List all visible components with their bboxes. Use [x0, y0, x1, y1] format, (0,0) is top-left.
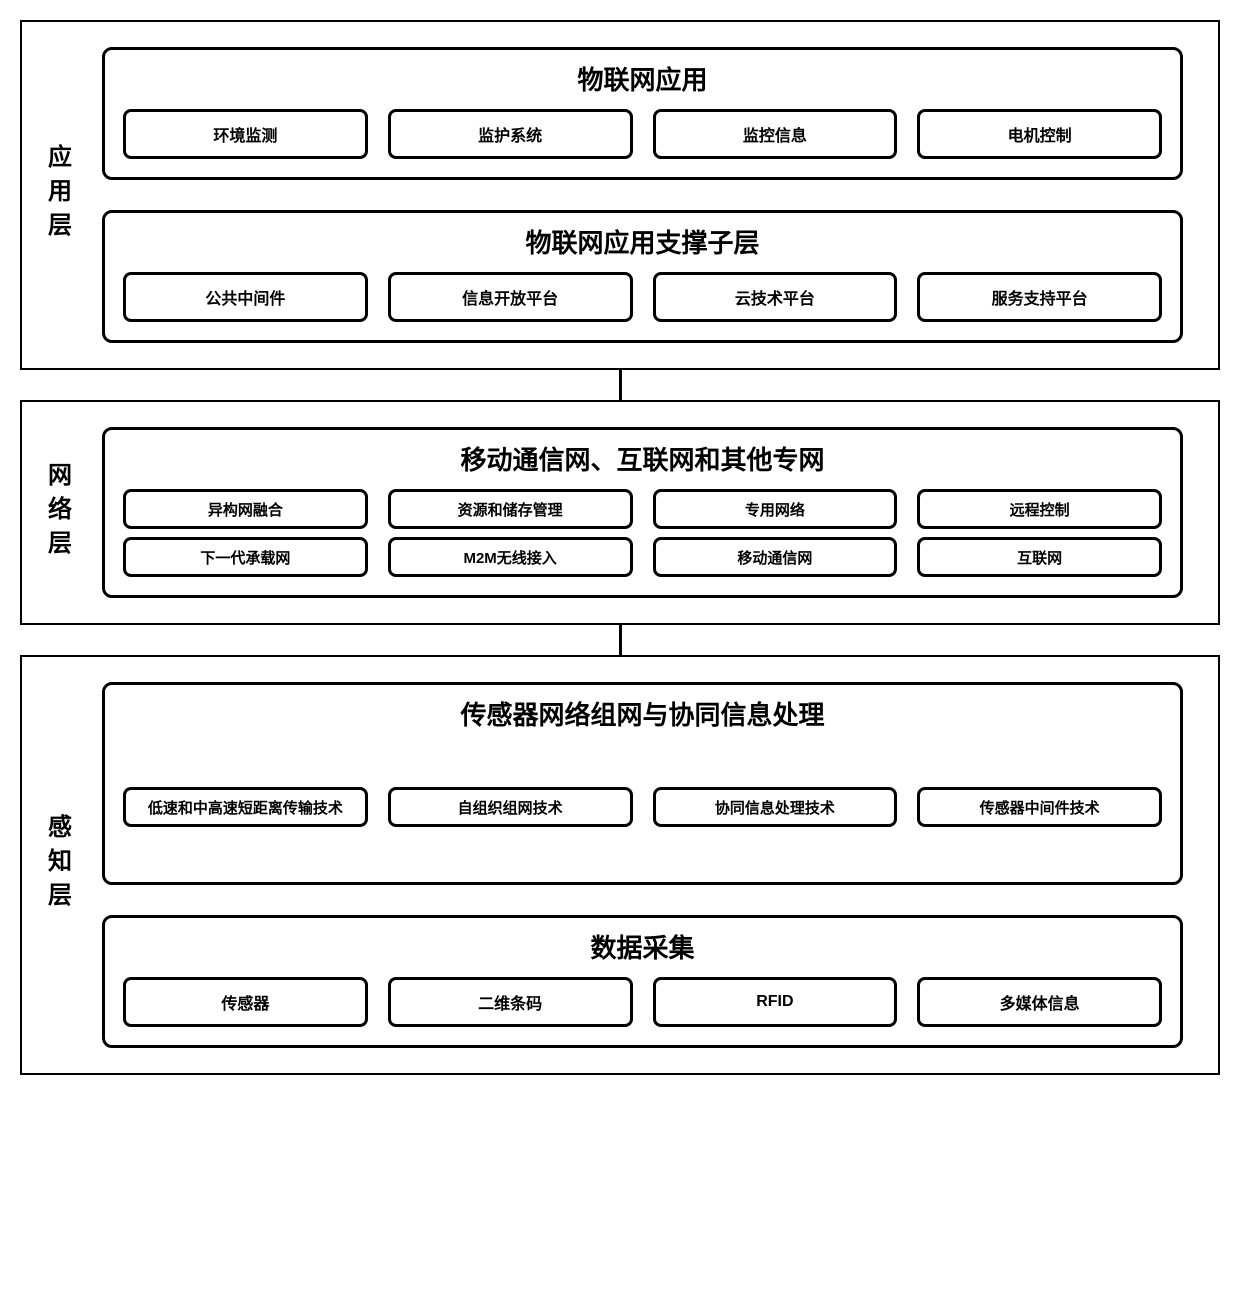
item-next-gen-bearer: 下一代承载网 [123, 537, 368, 577]
items-row: 传感器 二维条码 RFID 多媒体信息 [123, 977, 1162, 1027]
item-internet: 互联网 [917, 537, 1162, 577]
layer-perception: 感知层 传感器网络组网与协同信息处理 低速和中高速短距离传输技术 自组织组网技术… [20, 655, 1220, 1075]
group-iot-support-sublayer: 物联网应用支撑子层 公共中间件 信息开放平台 云技术平台 服务支持平台 [102, 210, 1183, 343]
layer-application: 应用层 物联网应用 环境监测 监护系统 监控信息 电机控制 物联网应用支撑子层 … [20, 20, 1220, 370]
layer-label: 应用层 [22, 22, 92, 368]
item-coop-info-proc: 协同信息处理技术 [653, 787, 898, 827]
item-heterogeneous-fusion: 异构网融合 [123, 489, 368, 529]
items-row: 公共中间件 信息开放平台 云技术平台 服务支持平台 [123, 272, 1162, 322]
group-title: 移动通信网、互联网和其他专网 [123, 440, 1162, 477]
item-cloud-platform: 云技术平台 [653, 272, 898, 322]
layer-content: 传感器网络组网与协同信息处理 低速和中高速短距离传输技术 自组织组网技术 协同信… [92, 657, 1218, 1073]
item-monitor-info: 监控信息 [653, 109, 898, 159]
item-guardian-system: 监护系统 [388, 109, 633, 159]
item-rfid: RFID [653, 977, 898, 1027]
layer-network: 网络层 移动通信网、互联网和其他专网 异构网融合 资源和储存管理 专用网络 远程… [20, 400, 1220, 625]
item-public-middleware: 公共中间件 [123, 272, 368, 322]
item-info-open-platform: 信息开放平台 [388, 272, 633, 322]
group-iot-applications: 物联网应用 环境监测 监护系统 监控信息 电机控制 [102, 47, 1183, 180]
item-2d-barcode: 二维条码 [388, 977, 633, 1027]
item-resource-storage: 资源和储存管理 [388, 489, 633, 529]
item-remote-control: 远程控制 [917, 489, 1162, 529]
layer-content: 移动通信网、互联网和其他专网 异构网融合 资源和储存管理 专用网络 远程控制 下… [92, 402, 1218, 623]
item-sensor-middleware: 传感器中间件技术 [917, 787, 1162, 827]
group-title: 传感器网络组网与协同信息处理 [123, 695, 1162, 732]
items-row: 环境监测 监护系统 监控信息 电机控制 [123, 109, 1162, 159]
connector [619, 625, 622, 655]
item-motor-control: 电机控制 [917, 109, 1162, 159]
items-row: 下一代承载网 M2M无线接入 移动通信网 互联网 [123, 537, 1162, 577]
item-short-range-tx: 低速和中高速短距离传输技术 [123, 787, 368, 827]
item-service-support: 服务支持平台 [917, 272, 1162, 322]
item-env-monitor: 环境监测 [123, 109, 368, 159]
items-row: 低速和中高速短距离传输技术 自组织组网技术 协同信息处理技术 传感器中间件技术 [123, 787, 1162, 827]
item-multimedia: 多媒体信息 [917, 977, 1162, 1027]
layer-label: 感知层 [22, 657, 92, 1073]
connector [619, 370, 622, 400]
group-title: 物联网应用支撑子层 [123, 223, 1162, 260]
layer-content: 物联网应用 环境监测 监护系统 监控信息 电机控制 物联网应用支撑子层 公共中间… [92, 22, 1218, 368]
item-self-org-network: 自组织组网技术 [388, 787, 633, 827]
item-m2m-wireless: M2M无线接入 [388, 537, 633, 577]
iot-architecture-diagram: 应用层 物联网应用 环境监测 监护系统 监控信息 电机控制 物联网应用支撑子层 … [20, 20, 1220, 1075]
layer-label: 网络层 [22, 402, 92, 623]
item-mobile-comm: 移动通信网 [653, 537, 898, 577]
group-title: 数据采集 [123, 928, 1162, 965]
item-private-network: 专用网络 [653, 489, 898, 529]
group-sensor-network: 传感器网络组网与协同信息处理 低速和中高速短距离传输技术 自组织组网技术 协同信… [102, 682, 1183, 885]
group-title: 物联网应用 [123, 60, 1162, 97]
group-networks: 移动通信网、互联网和其他专网 异构网融合 资源和储存管理 专用网络 远程控制 下… [102, 427, 1183, 598]
group-data-collection: 数据采集 传感器 二维条码 RFID 多媒体信息 [102, 915, 1183, 1048]
items-row: 异构网融合 资源和储存管理 专用网络 远程控制 [123, 489, 1162, 529]
item-sensor: 传感器 [123, 977, 368, 1027]
